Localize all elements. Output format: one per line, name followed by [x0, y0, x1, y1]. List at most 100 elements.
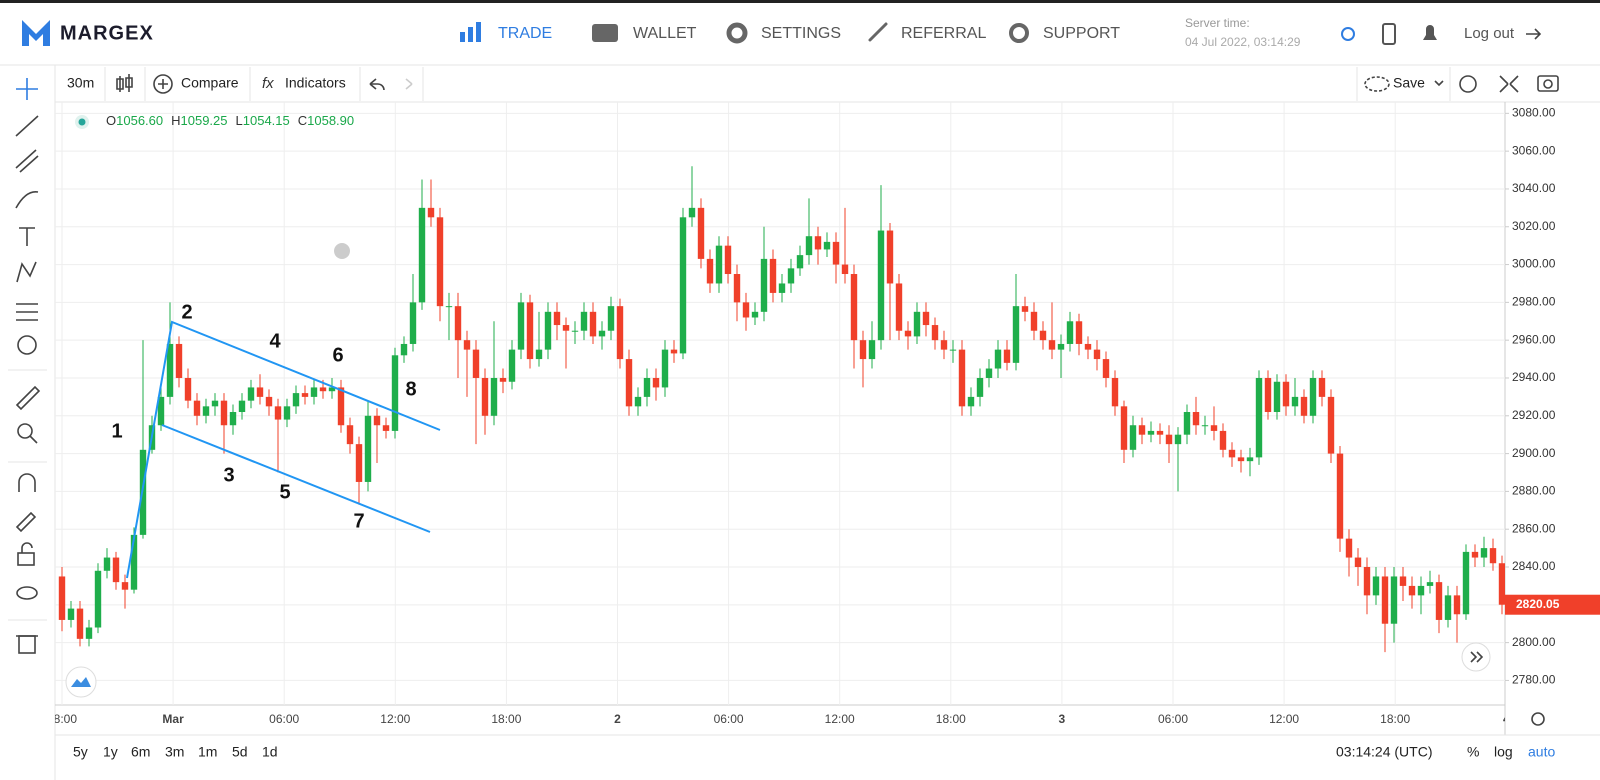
x-tick-label: 12:00: [825, 712, 855, 726]
candle-body: [1111, 377, 1119, 407]
logo[interactable]: MARGEX: [60, 22, 154, 44]
candle-body: [1219, 430, 1227, 450]
redo[interactable]: [405, 78, 413, 90]
candle-body: [301, 393, 309, 397]
logout[interactable]: Log out: [1464, 25, 1515, 42]
log-toggle[interactable]: log: [1494, 744, 1513, 760]
candle-body: [1489, 548, 1497, 564]
candle-body: [517, 302, 525, 350]
candle-body: [985, 368, 993, 378]
candle-body: [679, 217, 687, 354]
candle-body: [1453, 595, 1461, 615]
settings-button[interactable]: [1459, 75, 1477, 93]
x-tick-label: 12:00: [1269, 712, 1299, 726]
candle-body: [1228, 449, 1236, 458]
candle-body: [265, 396, 273, 407]
candle-body: [1147, 430, 1155, 435]
candle-body: [625, 359, 633, 407]
range-button[interactable]: 1m: [198, 744, 217, 760]
save[interactable]: Save: [1393, 75, 1425, 91]
nav-item[interactable]: SUPPORT: [1043, 25, 1120, 42]
candle-body: [1021, 306, 1029, 312]
candle-body: [886, 230, 894, 284]
candle-body: [1390, 576, 1398, 624]
indicators[interactable]: Indicators: [285, 75, 346, 91]
y-tick-label: 2840.00: [1512, 559, 1556, 573]
range-button[interactable]: 3m: [165, 744, 184, 760]
candle-body: [877, 230, 885, 341]
x-tick-label: 06:00: [714, 712, 744, 726]
candle-body: [913, 311, 921, 337]
last-price-label: 2820.05: [1516, 597, 1560, 611]
save-menu[interactable]: [1434, 80, 1444, 87]
candle-body: [994, 349, 1002, 369]
candle-body: [427, 207, 435, 218]
settings-icon: [726, 22, 748, 44]
theme-icon[interactable]: [1341, 27, 1355, 41]
candle-body: [1399, 576, 1407, 586]
legend-value: 1054.15: [243, 113, 290, 128]
overlay: 3080.00 3060.00 3040.00 3020.00 3000.00 2980.…: [73, 106, 1600, 760]
range-button[interactable]: 1y: [103, 744, 118, 760]
y-tick-label: 2900.00: [1512, 446, 1556, 460]
candle-body: [211, 400, 219, 407]
candle-body: [1498, 563, 1505, 605]
candle-body: [1057, 343, 1065, 350]
x-tick-label: 18:00: [491, 712, 521, 726]
candle-body: [958, 349, 966, 407]
range-button[interactable]: 6m: [131, 744, 150, 760]
candle-body: [1462, 551, 1470, 615]
candle-body: [805, 236, 813, 256]
drawing-tools[interactable]: [15, 78, 41, 654]
candle-body: [643, 377, 651, 397]
candle-body: [1084, 343, 1092, 350]
compare[interactable]: Compare: [181, 75, 239, 91]
axis-settings[interactable]: [1531, 712, 1545, 726]
candle-body: [1138, 425, 1146, 435]
candle-body: [697, 207, 705, 259]
candle-body: [841, 264, 849, 275]
mobile-icon[interactable]: [1382, 23, 1396, 45]
top-edge: [0, 0, 1600, 3]
candle-body: [1093, 349, 1101, 360]
candle-body: [607, 306, 615, 331]
ohlc-legend: O1056.60 H1059.25 L1054.15 C1058.90: [106, 113, 354, 128]
screenshot-button[interactable]: [1537, 75, 1559, 92]
candle-body: [1012, 306, 1020, 363]
candle-body: [1480, 548, 1488, 558]
candle-body: [796, 255, 804, 269]
candle-body: [598, 330, 606, 337]
candle-body: [553, 311, 561, 326]
chart-type-icon[interactable]: [116, 74, 133, 92]
help-badge[interactable]: [334, 243, 350, 259]
candle-body: [319, 387, 327, 392]
nav-item[interactable]: TRADE: [498, 25, 552, 42]
nav-item[interactable]: REFERRAL: [901, 25, 986, 42]
nav-item[interactable]: SETTINGS: [761, 25, 841, 42]
candle-body: [931, 325, 939, 341]
percent-toggle[interactable]: %: [1467, 744, 1479, 760]
auto-toggle[interactable]: auto: [1528, 744, 1555, 760]
candle-body: [535, 349, 543, 360]
nav-item[interactable]: WALLET: [633, 25, 697, 42]
candle-body: [1066, 321, 1074, 344]
range-button[interactable]: 5y: [73, 744, 88, 760]
candle-body: [382, 425, 390, 431]
interval[interactable]: 30m: [67, 75, 94, 91]
candle-body: [220, 400, 228, 426]
candle-body: [436, 217, 444, 307]
toolbar-separators: [104, 67, 1451, 101]
candle-body: [1264, 377, 1272, 413]
fullscreen-button[interactable]: [1499, 75, 1519, 93]
range-button[interactable]: 5d: [232, 744, 248, 760]
candle-body: [634, 396, 642, 407]
candle-body: [1336, 453, 1344, 539]
candle-body: [1426, 582, 1434, 586]
candle-body: [661, 349, 669, 388]
bell-icon[interactable]: [1423, 25, 1437, 40]
candle-body: [445, 306, 453, 308]
candle-body: [760, 258, 768, 312]
undo[interactable]: [369, 78, 385, 91]
range-button[interactable]: 1d: [262, 744, 278, 760]
candle-body: [202, 406, 210, 416]
